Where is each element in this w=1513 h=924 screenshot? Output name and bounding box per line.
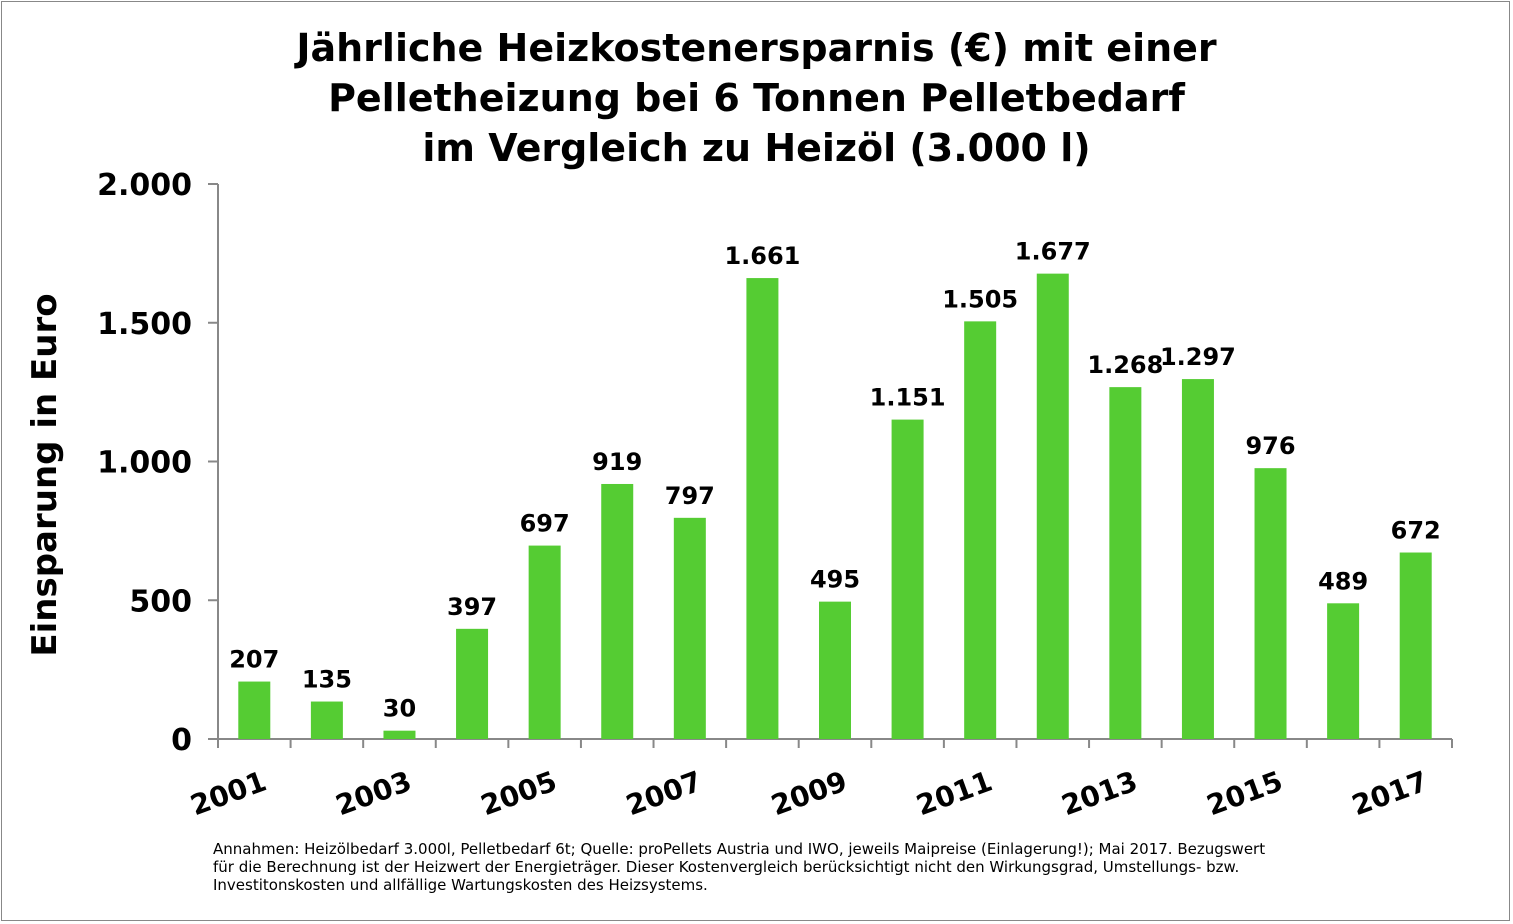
- data-label: 489: [1318, 567, 1368, 595]
- x-tick-label: 2001: [186, 765, 271, 823]
- bar-2014: [1181, 379, 1214, 739]
- y-tick-label: 1.000: [97, 446, 192, 481]
- title-line: Pelletheizung bei 6 Tonnen Pelletbedarf: [328, 76, 1185, 120]
- x-tick-label: 2005: [477, 765, 562, 823]
- data-label: 672: [1391, 517, 1441, 545]
- y-tick-label: 2.000: [97, 168, 192, 203]
- bar-2006: [601, 483, 634, 739]
- data-label: 797: [665, 482, 715, 510]
- bar-2009: [819, 601, 851, 739]
- data-label: 1.268: [1087, 351, 1163, 379]
- data-label: 135: [302, 666, 352, 694]
- y-tick-label: 500: [129, 584, 192, 619]
- bar-2012: [1036, 273, 1069, 739]
- footnote-line: Investitonskosten und allfällige Wartung…: [213, 876, 708, 894]
- bar-2005: [528, 545, 561, 739]
- data-label: 207: [229, 646, 279, 674]
- data-label: 976: [1245, 432, 1295, 460]
- footnote: Annahmen: Heizölbedarf 3.000l, Pelletbed…: [213, 840, 1265, 894]
- data-label: 1.151: [870, 384, 946, 412]
- footnote-line: Annahmen: Heizölbedarf 3.000l, Pelletbed…: [213, 840, 1266, 858]
- bar-2002: [310, 701, 343, 739]
- x-tick-label: 2015: [1202, 765, 1287, 823]
- data-label: 1.661: [724, 242, 800, 270]
- x-tick-label: 2011: [912, 765, 997, 823]
- bar-2007: [673, 517, 706, 739]
- data-label: 697: [520, 510, 570, 538]
- bar-2003: [383, 730, 416, 739]
- bar-2017: [1399, 552, 1432, 739]
- bar-2015: [1254, 468, 1287, 739]
- title-line: Jährliche Heizkostenersparnis (€) mit ei…: [296, 26, 1217, 70]
- x-tick-label: 2003: [331, 765, 416, 823]
- data-label: 30: [383, 695, 416, 723]
- x-tick-label: 2009: [767, 765, 852, 823]
- x-tick-label: 2017: [1348, 765, 1433, 823]
- x-tick-label: 2013: [1057, 765, 1142, 823]
- data-label: 1.677: [1015, 238, 1091, 266]
- data-label: 1.505: [942, 285, 1018, 313]
- bar-2008: [746, 278, 779, 739]
- bar-2004: [456, 628, 489, 739]
- data-label: 397: [447, 593, 497, 621]
- data-label: 495: [810, 566, 860, 594]
- footnote-line: für die Berechnung ist der Heizwert der …: [213, 858, 1240, 876]
- title-line: im Vergleich zu Heizöl (3.000 l): [422, 126, 1091, 170]
- bar-2010: [891, 419, 924, 739]
- bar-2013: [1109, 387, 1142, 739]
- bar-2001: [238, 681, 271, 739]
- y-tick-label: 1.500: [97, 307, 192, 342]
- data-label: 1.297: [1160, 343, 1236, 371]
- y-tick-label: 0: [171, 723, 192, 758]
- bar-2016: [1327, 603, 1360, 739]
- data-label: 919: [592, 448, 642, 476]
- chart-title: Jährliche Heizkostenersparnis (€) mit ei…: [0, 23, 1513, 173]
- bar-2011: [964, 321, 997, 739]
- x-tick-label: 2007: [622, 765, 707, 823]
